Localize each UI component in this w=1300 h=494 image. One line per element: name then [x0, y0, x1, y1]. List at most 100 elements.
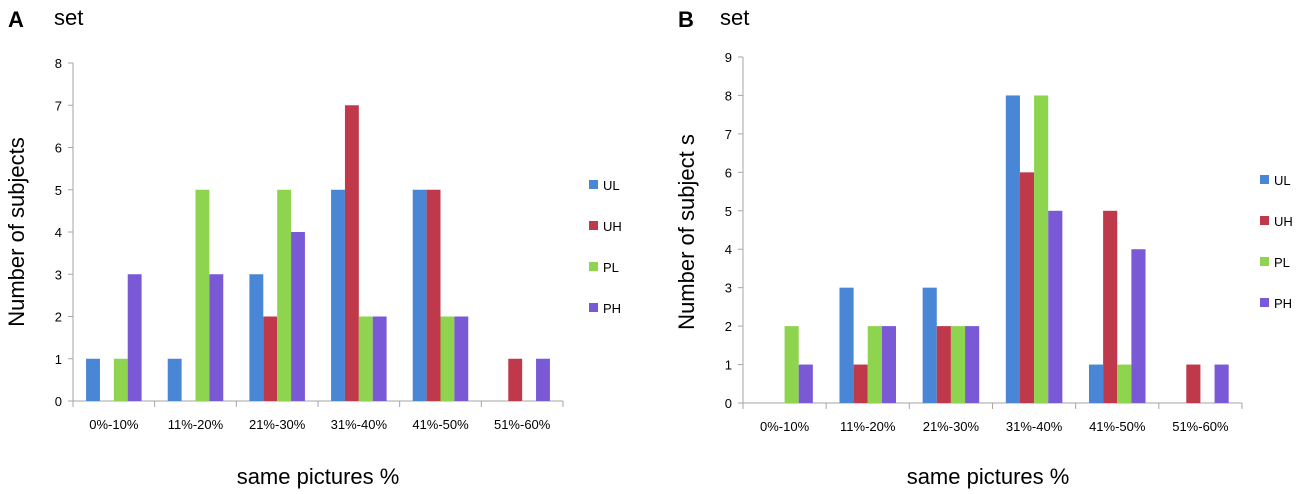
panel-b-legend: UL UH PL PH [1260, 173, 1293, 311]
panel-b-chart: B set Number of subject s same pictures … [674, 5, 1293, 489]
panel-b-bar-pl [784, 326, 799, 403]
panel-b-plot-area: 0 1 2 3 4 5 6 7 8 9 0%-10% 11%-20% 21%-30% 31%-40% 41%… [725, 50, 1243, 434]
panel-b-bar-ul [1088, 364, 1104, 403]
panel-b-legend-label-uh: UH [1274, 214, 1293, 229]
panel-a-bar-pl [195, 189, 210, 401]
panel-b-x-tick-label: 31%-40% [1006, 419, 1063, 434]
panel-b-y-tick-label: 4 [725, 242, 732, 257]
panel-a-y-tick-label: 8 [55, 56, 62, 71]
panel-a-legend: UL UH PL PH [589, 178, 622, 316]
panel-a-y-tick-label: 7 [55, 98, 62, 113]
panel-a-y-tick-label: 1 [55, 352, 62, 367]
panel-a-y-axis-label: Number of subjects [4, 137, 29, 327]
panel-a-bar-ul [412, 189, 427, 401]
panel-a-x-tick-label: 11%-20% [168, 417, 224, 432]
panel-b-bar-ph [1048, 210, 1063, 403]
panel-b-legend-swatch-pl [1260, 257, 1269, 266]
panel-b-x-tick-label: 51%-60% [1172, 419, 1229, 434]
panel-a-y-tick-label: 3 [55, 267, 62, 282]
panel-b-legend-swatch-ul [1260, 175, 1269, 184]
panel-b-x-axis-label: same pictures % [907, 464, 1070, 489]
panel-b-legend-label-ph: PH [1274, 296, 1292, 311]
panel-b-bar-ph [1214, 364, 1229, 403]
panel-a-bar-ul [249, 274, 264, 401]
panel-b-bar-ul [839, 287, 854, 403]
panel-b-x-tick-label: 41%-50% [1089, 419, 1146, 434]
panel-b-y-tick-label: 8 [725, 88, 732, 103]
panel-a-bar-ph [127, 274, 142, 401]
panel-a-y-tick-label: 5 [55, 183, 62, 198]
panel-a-legend-swatch-ul [589, 180, 598, 189]
panel-b-bar-ul [922, 287, 937, 403]
panel-b-bar-ul [1005, 95, 1020, 403]
panel-a-bar-pl [113, 358, 128, 401]
panel-a-legend-swatch-pl [589, 262, 598, 271]
panel-b-y-tick-label: 7 [725, 127, 732, 142]
panel-b-bar-uh [1103, 210, 1118, 403]
panel-a-y-tick-label: 2 [55, 310, 62, 325]
panel-b-x-tick-label: 11%-20% [840, 419, 896, 434]
panel-a-chart: A set Number of subjects same pictures %… [4, 5, 622, 489]
panel-a-bar-ul [167, 358, 182, 401]
panel-a-bar-ul [331, 189, 345, 401]
panel-b-letter: B [678, 7, 694, 32]
panel-b-bar-pl [867, 326, 882, 403]
panel-b-bar-pl [1034, 95, 1049, 403]
panel-a-legend-label-ul: UL [603, 178, 620, 193]
panel-a-letter: A [8, 7, 24, 32]
panel-a-bar-ph [372, 316, 387, 401]
panel-a-y-tick-label: 0 [55, 394, 62, 409]
panel-b-bar-ph [798, 364, 813, 403]
panel-b-legend-swatch-uh [1260, 216, 1269, 225]
panel-b-title: set [720, 5, 749, 30]
panel-a-bar-ph [209, 274, 224, 401]
panel-b-x-tick-label: 21%-30% [923, 419, 980, 434]
panel-a-bar-ph [536, 358, 550, 401]
panel-b-legend-label-pl: PL [1274, 255, 1290, 270]
panel-b-y-tick-label: 3 [725, 281, 732, 296]
panel-b-legend-swatch-ph [1260, 298, 1269, 307]
panel-a-bar-uh [263, 316, 278, 401]
panel-b-y-tick-label: 0 [725, 396, 732, 411]
panel-a-bar-ph [291, 232, 305, 401]
panel-b-bar-uh [1019, 172, 1035, 403]
panel-b-y-tick-label: 5 [725, 204, 732, 219]
panel-b-y-tick-label: 1 [725, 358, 732, 373]
panel-a-legend-swatch-ph [589, 303, 598, 312]
panel-b-y-tick-label: 2 [725, 319, 732, 334]
panel-a-bar-ph [454, 316, 469, 401]
panel-a-x-tick-label: 21%-30% [249, 417, 306, 432]
panel-a-x-tick-label: 51%-60% [494, 417, 551, 432]
panel-a-legend-label-uh: UH [603, 219, 622, 234]
panel-b-bar-ph [881, 326, 897, 403]
panel-a-bar-pl [440, 316, 455, 401]
panel-b-legend-label-ul: UL [1274, 173, 1291, 188]
panel-b-y-tick-label: 6 [725, 165, 732, 180]
panel-b-bar-ph [1131, 249, 1146, 403]
panel-a-bar-uh [344, 105, 359, 401]
panel-a-legend-label-pl: PL [603, 260, 619, 275]
panel-a-title: set [54, 5, 83, 30]
panel-a-legend-label-ph: PH [603, 301, 621, 316]
panel-b-bar-ph [965, 326, 980, 403]
panel-b-bar-uh [1186, 364, 1201, 403]
panel-b-bar-pl [1117, 364, 1132, 403]
panel-a-x-tick-label: 41%-50% [412, 417, 469, 432]
panel-a-bar-pl [358, 316, 373, 401]
panel-a-y-tick-label: 4 [55, 225, 62, 240]
panel-a-plot-area: 0 1 2 3 4 5 6 7 8 0%-10% 11%-20% 21%-30% 31%-40% 41%-… [55, 56, 564, 432]
panel-a-x-tick-label: 0%-10% [89, 417, 139, 432]
panel-b-y-axis-label: Number of subject s [674, 134, 699, 330]
panel-b-bar-uh [853, 364, 868, 403]
panel-a-bar-pl [277, 189, 292, 401]
panel-a-legend-swatch-uh [589, 221, 598, 230]
panel-b-x-tick-label: 0%-10% [760, 419, 810, 434]
panel-a-x-tick-label: 31%-40% [331, 417, 388, 432]
panel-a-bar-uh [426, 189, 441, 401]
panel-a-bar-uh [508, 358, 523, 401]
panel-b-y-tick-label: 9 [725, 50, 732, 65]
panel-a-bar-ul [86, 358, 100, 401]
panel-b-bar-uh [936, 326, 951, 403]
panel-b-bar-pl [950, 326, 966, 403]
